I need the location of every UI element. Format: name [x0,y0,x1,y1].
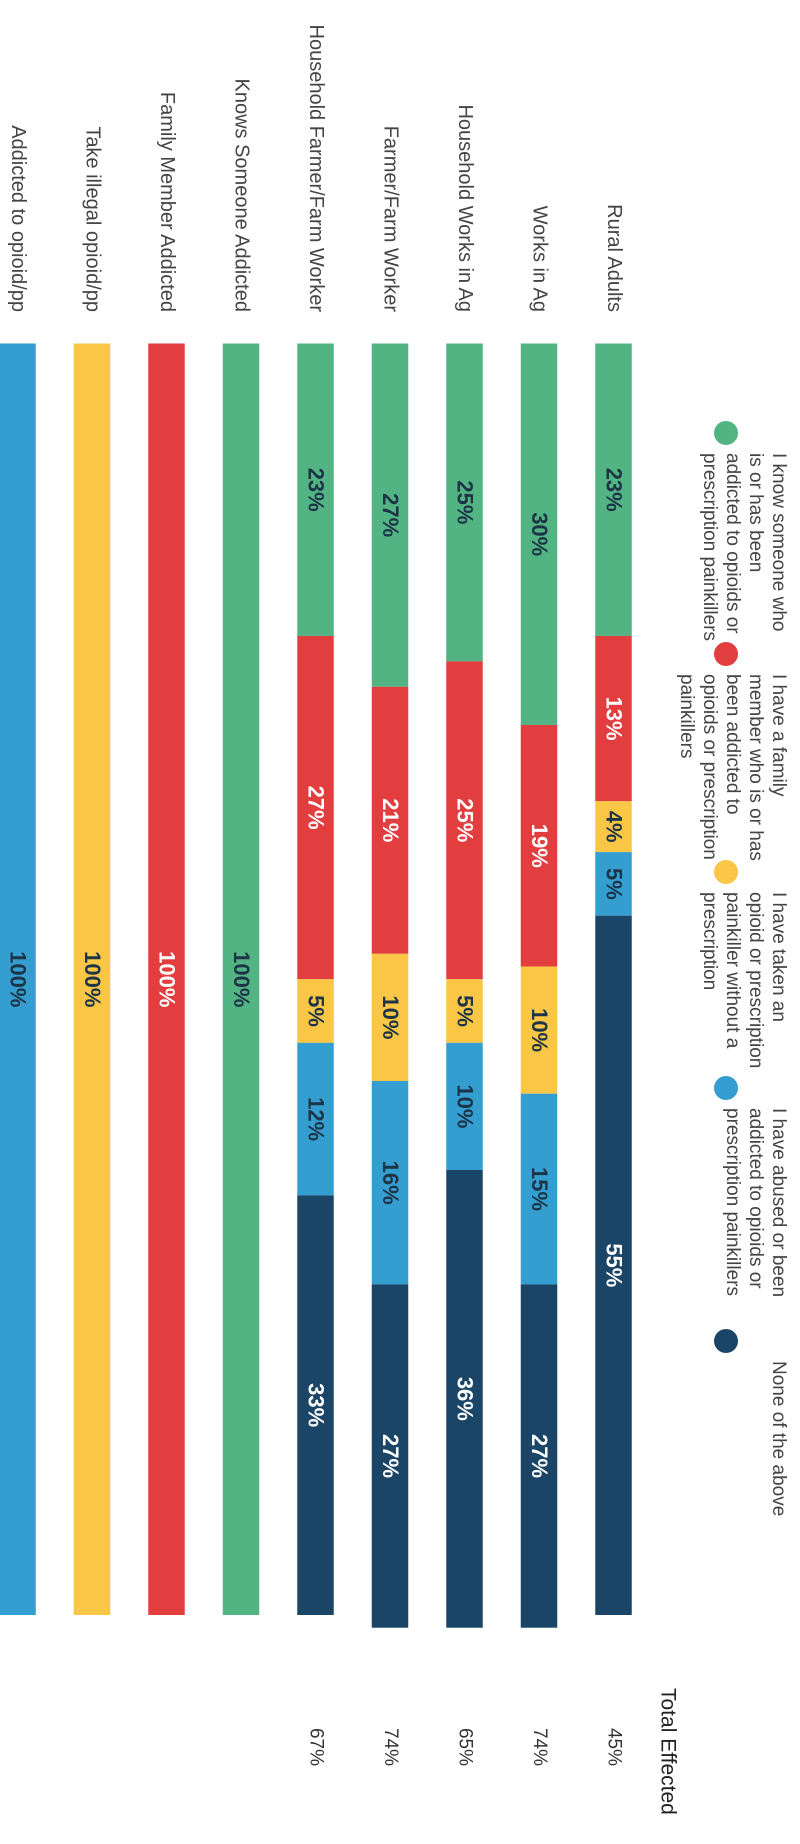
bar-segment [371,953,409,1081]
bar-segment [595,635,632,802]
legend-entry: None of the above [768,1361,789,1517]
data-label: 5% [304,995,329,1027]
data-label: 55% [602,1243,627,1287]
category-label: Household Farmer/Farm Worker [305,25,327,313]
bar-segment [520,966,558,1094]
data-label: 12% [304,1097,329,1141]
data-label: 21% [378,798,403,842]
bar-segment [371,686,409,954]
bar-segment [222,343,260,1615]
data-label: 10% [378,995,403,1039]
bar-segment [371,343,409,687]
data-label: 27% [378,493,403,537]
data-label: 100% [80,951,105,1007]
bar-segment [595,852,632,916]
category-label: Household Works in Ag [454,104,476,312]
legend-swatch [714,860,738,884]
data-label: 13% [602,697,627,741]
bar-segment [520,1284,558,1628]
data-label: 27% [527,1434,552,1478]
bar-segment [595,801,632,853]
bar-segment [297,1042,334,1196]
bar-segment [595,915,632,1615]
chart-body: Rural Adults 23% 13% 4% 5% 55% 45% Works in Ag 3… [0,25,789,1815]
total-value: 45% [603,1728,624,1766]
legend-label: I have taken an opioid or prescription p… [699,892,789,1069]
data-label: 23% [602,468,627,512]
bar-segment [520,1093,558,1285]
data-label: 25% [453,798,478,842]
data-label: 100% [229,951,254,1007]
data-label: 10% [453,1084,478,1128]
data-label: 27% [378,1434,403,1478]
bar-segment [446,343,483,662]
data-label: 100% [6,951,31,1007]
category-label: Addicted to opioid/pp [7,125,29,312]
legend-label: I have abused or been addicted to opioid… [722,1108,789,1298]
legend-label: None of the above [768,1361,789,1517]
bar-segment [297,1195,334,1616]
data-label: 15% [527,1167,552,1211]
data-label: 100% [155,951,180,1007]
data-label: 30% [527,512,552,556]
legend-label: I have a family member who is or has bee… [676,674,789,861]
data-label: 36% [453,1377,478,1421]
legend-entry: I know someone who is or has been addict… [699,453,789,641]
total-value: 65% [454,1728,475,1766]
category-label: Family Member Addicted [156,92,178,312]
bar-segment [446,661,483,980]
bar-segment [297,635,334,980]
bar-segment [446,1042,483,1170]
total-value: 74% [380,1728,401,1766]
data-label: 19% [527,824,552,868]
legend-entry: I have abused or been addicted to opioid… [722,1108,789,1298]
data-label: 33% [304,1383,329,1427]
data-label: 5% [453,995,478,1027]
category-label: Works in Ag [529,206,551,312]
bar-segment [73,343,111,1615]
bar-segment [297,343,334,636]
bar-segment [0,343,36,1615]
category-label: Farmer/Farm Worker [380,126,402,313]
category-label: Rural Adults [603,204,625,312]
bar-segment [446,979,483,1043]
total-header: Total Effected [656,1688,679,1815]
bar-segment [148,343,185,1615]
legend-swatch [714,1076,738,1100]
data-label: 25% [453,480,478,524]
category-label: Take illegal opioid/pp [82,126,104,312]
bar-segment [595,343,632,636]
bar-segment [371,1080,409,1285]
data-label: 23% [304,468,329,512]
bar-segment [446,1169,483,1628]
bar-segment [371,1284,409,1628]
legend-label: I know someone who is or has been addict… [699,453,789,641]
data-label: 27% [304,786,329,830]
total-value: 74% [529,1728,550,1766]
bar-segment [520,724,558,967]
bar-segment [520,343,558,725]
legend-entry: I have taken an opioid or prescription p… [699,892,789,1069]
bar-segment [297,979,334,1043]
legend-swatch [714,421,738,445]
data-label: 10% [527,1008,552,1052]
total-value: 67% [305,1728,326,1766]
data-label: 16% [378,1161,403,1205]
category-label: Knows Someone Addicted [231,79,253,313]
legend-entry: I have a family member who is or has bee… [676,674,789,861]
legend-swatch [714,642,738,666]
data-label: 5% [602,868,627,900]
data-label: 4% [602,811,627,843]
legend-swatch [714,1329,738,1353]
